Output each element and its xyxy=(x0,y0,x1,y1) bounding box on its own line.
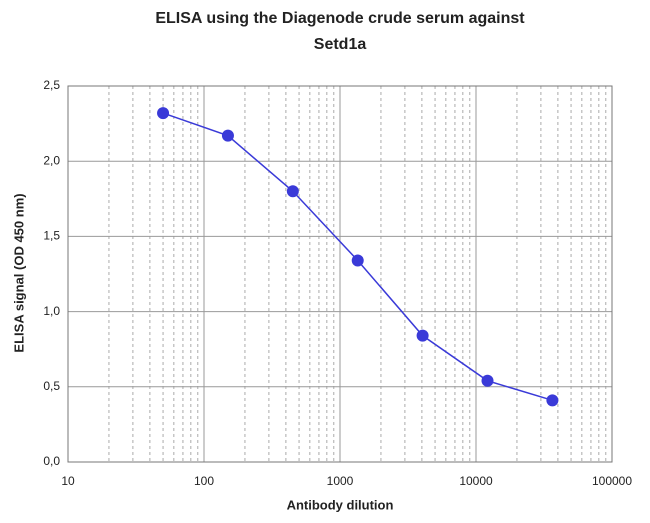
data-point xyxy=(546,394,559,407)
data-point xyxy=(157,107,170,120)
x-tick-label: 100000 xyxy=(592,474,632,488)
chart-title: ELISA using the Diagenode crude serum ag… xyxy=(155,10,525,53)
y-tick-label: 1,0 xyxy=(43,304,60,318)
y-tick-label: 0,0 xyxy=(43,454,60,468)
data-point xyxy=(416,329,429,342)
data-point xyxy=(221,129,234,142)
plot-frame xyxy=(67,85,613,463)
x-tick-label: 100 xyxy=(194,474,214,488)
y-tick-label: 2,5 xyxy=(43,78,60,92)
x-tick-label: 10 xyxy=(61,474,75,488)
y-tick-label: 2,0 xyxy=(43,153,60,167)
x-axis-label: Antibody dilution xyxy=(287,497,394,512)
y-tick-label: 1,5 xyxy=(43,229,60,243)
x-tick-label: 10000 xyxy=(459,474,493,488)
x-tick-label: 1000 xyxy=(327,474,354,488)
data-point xyxy=(286,185,299,198)
y-tick-label: 0,5 xyxy=(43,379,60,393)
data-point xyxy=(481,374,494,387)
data-point xyxy=(351,254,364,267)
y-axis-label: ELISA signal (OD 450 nm) xyxy=(11,193,26,352)
